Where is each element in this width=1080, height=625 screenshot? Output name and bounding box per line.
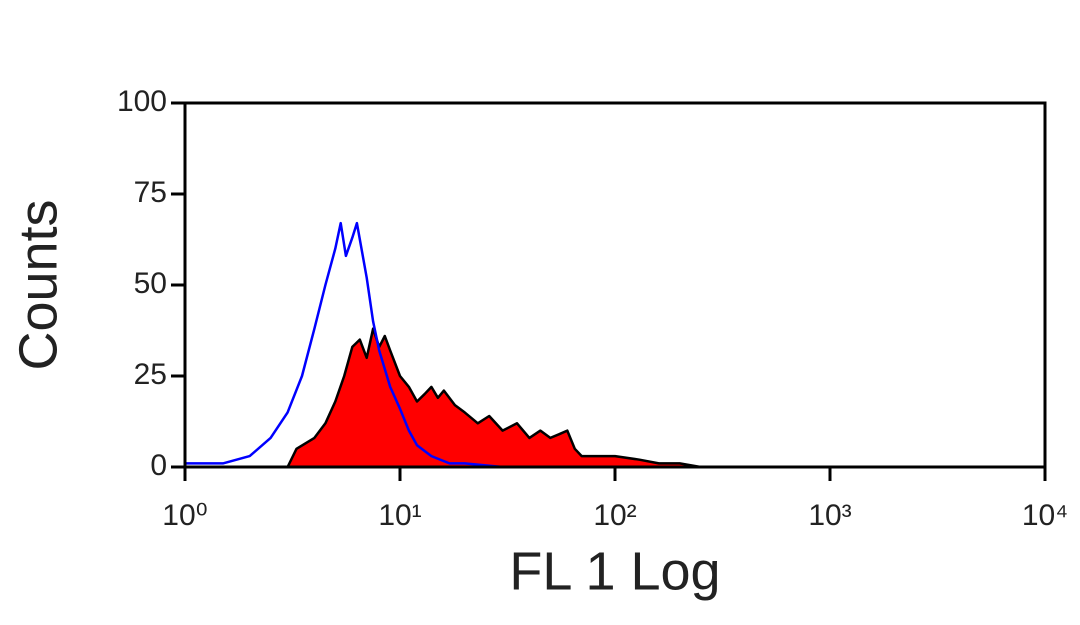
- x-axis-title: FL 1 Log: [509, 541, 720, 601]
- plot-frame: [183, 101, 1047, 469]
- x-tick-label: 10⁴: [1022, 499, 1068, 532]
- x-tick-label: 10¹: [378, 499, 421, 532]
- y-tick-label: 75: [134, 176, 167, 209]
- x-tick-label: 10³: [808, 499, 851, 532]
- y-tick-label: 25: [134, 358, 167, 391]
- x-tick-label: 10⁰: [162, 499, 207, 532]
- filled-histogram: [286, 327, 702, 469]
- y-tick-label: 0: [150, 449, 167, 482]
- y-tick-label: 50: [134, 267, 167, 300]
- y-axis-title: Counts: [8, 199, 68, 370]
- x-tick-label: 10²: [593, 499, 636, 532]
- outline-histogram: [185, 221, 615, 469]
- y-tick-label: 100: [117, 85, 167, 118]
